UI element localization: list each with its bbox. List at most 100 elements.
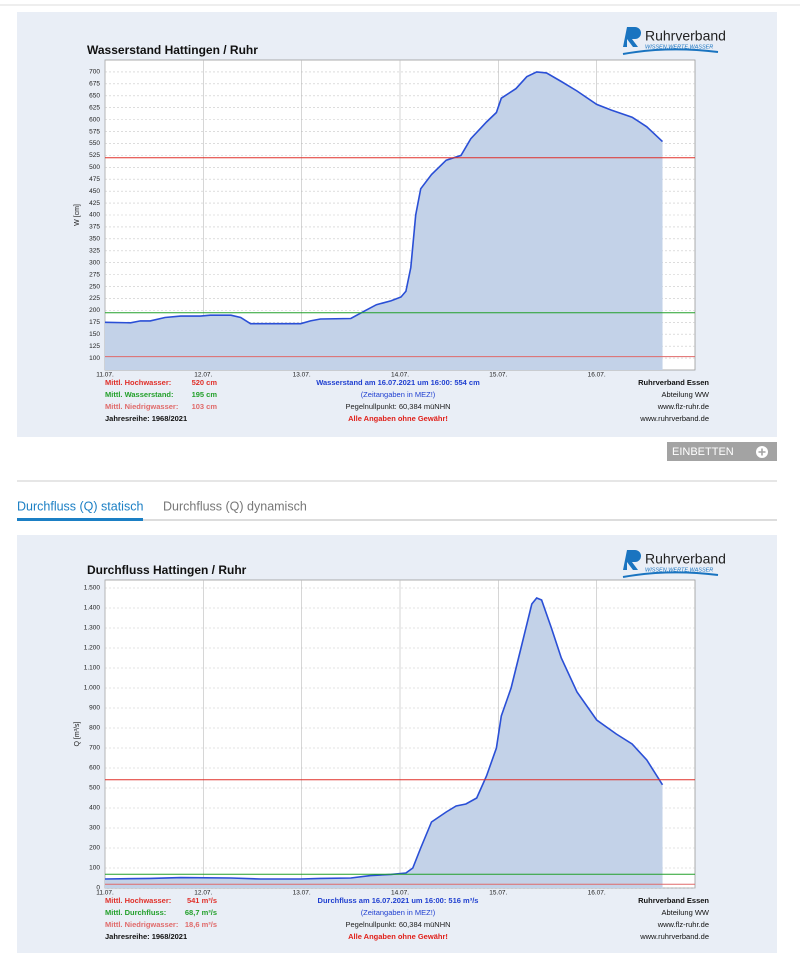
x-tick-label: 15.07. <box>489 890 507 897</box>
y-tick-label: 400 <box>89 805 100 812</box>
x-tick-label: 12.07. <box>194 890 212 897</box>
right-note: Ruhrverband Essen <box>638 378 709 387</box>
center-note: Pegelnullpunkt: 60,384 müNHN <box>345 402 450 411</box>
tab-underline <box>17 518 143 521</box>
y-tick-label: 325 <box>89 247 100 254</box>
x-tick-label: 11.07. <box>96 890 114 897</box>
y-tick-label: 475 <box>89 176 100 183</box>
y-tick-label: 700 <box>89 69 100 76</box>
legend-value: 103 cm <box>192 402 218 411</box>
center-note: Wasserstand am 16.07.2021 um 16:00: 554 … <box>316 378 480 387</box>
y-tick-label: 425 <box>89 200 100 207</box>
y-tick-label: 175 <box>89 319 100 326</box>
logo-icon <box>623 550 641 570</box>
right-note: www.ruhrverband.de <box>639 414 709 423</box>
y-tick-label: 650 <box>89 92 100 99</box>
y-tick-label: 0 <box>96 885 100 892</box>
y-tick-label: 600 <box>89 116 100 123</box>
legend-label: Mittl. Hochwasser: <box>105 896 171 905</box>
y-tick-label: 900 <box>89 705 100 712</box>
y-tick-label: 200 <box>89 845 100 852</box>
x-tick-label: 14.07. <box>391 372 409 379</box>
center-note: Durchfluss am 16.07.2021 um 16:00: 516 m… <box>318 896 479 905</box>
logo-swoosh <box>622 48 719 55</box>
y-tick-label: 100 <box>89 865 100 872</box>
y-tick-label: 400 <box>89 212 100 219</box>
y-tick-label: 300 <box>89 259 100 266</box>
right-note: Abteilung WW <box>661 390 709 399</box>
y-tick-label: 500 <box>89 164 100 171</box>
right-note: www.flz-ruhr.de <box>657 402 709 411</box>
series-range: Jahresreihe: 1968/2021 <box>105 932 187 941</box>
line <box>104 597 664 880</box>
logo-tagline: WISSEN.WERTE.WASSER <box>645 567 713 573</box>
x-tick-label: 16.07. <box>588 372 606 379</box>
y-axis-label: Q [m³/s] <box>74 722 81 747</box>
x-tick-label: 11.07. <box>96 372 114 379</box>
legend-value: 195 cm <box>192 390 218 399</box>
right-note: Abteilung WW <box>661 908 709 917</box>
button-label[interactable]: EINBETTEN <box>672 446 734 458</box>
legend-value: 18,6 m³/s <box>185 920 217 929</box>
area-fill <box>105 598 663 888</box>
y-tick-label: 550 <box>89 140 100 147</box>
y-tick-label: 525 <box>89 152 100 159</box>
legend-label: Mittl. Niedrigwasser: <box>105 402 178 411</box>
series-range: Jahresreihe: 1968/2021 <box>105 414 187 423</box>
y-tick-label: 300 <box>89 825 100 832</box>
logo-tagline: WISSEN.WERTE.WASSER <box>645 44 713 50</box>
y-tick-label: 1.200 <box>84 645 101 652</box>
y-tick-label: 1.000 <box>84 685 101 692</box>
button-bg[interactable] <box>667 442 777 461</box>
center-note: Pegelnullpunkt: 60,384 müNHN <box>345 920 450 929</box>
y-tick-label: 450 <box>89 188 100 195</box>
y-tick-label: 500 <box>89 785 100 792</box>
y-tick-label: 1.100 <box>84 665 101 672</box>
line <box>104 71 664 325</box>
x-tick-label: 16.07. <box>588 890 606 897</box>
area-fill <box>105 71 663 371</box>
legend-label: Mittl. Niedrigwasser: <box>105 920 178 929</box>
y-tick-label: 700 <box>89 745 100 752</box>
center-note: (Zeitangaben in MEZ!) <box>361 908 436 917</box>
y-tick-label: 125 <box>89 343 100 350</box>
logo-name: Ruhrverband <box>645 551 726 567</box>
center-note: Alle Angaben ohne Gewähr! <box>348 414 448 423</box>
y-tick-label: 150 <box>89 331 100 338</box>
y-tick-label: 675 <box>89 81 100 88</box>
legend-label: Mittl. Wasserstand: <box>105 390 173 399</box>
logo-icon <box>623 27 641 47</box>
legend-label: Mittl. Hochwasser: <box>105 378 171 387</box>
y-tick-label: 1.500 <box>84 585 101 592</box>
right-note: www.flz-ruhr.de <box>657 920 709 929</box>
plus-sign[interactable] <box>758 448 766 456</box>
x-tick-label: 12.07. <box>194 372 212 379</box>
y-tick-label: 275 <box>89 271 100 278</box>
x-tick-label: 15.07. <box>489 372 507 379</box>
y-tick-label: 1.400 <box>84 605 101 612</box>
y-axis-label: W [cm] <box>74 204 81 226</box>
y-tick-label: 225 <box>89 295 100 302</box>
chart-title: Wasserstand Hattingen / Ruhr <box>87 43 258 57</box>
y-tick-label: 375 <box>89 224 100 231</box>
right-note: Ruhrverband Essen <box>638 896 709 905</box>
logo-swoosh <box>622 571 719 578</box>
legend-value: 68,7 m³/s <box>185 908 217 917</box>
y-tick-label: 350 <box>89 236 100 243</box>
y-tick-label: 800 <box>89 725 100 732</box>
y-tick-label: 250 <box>89 283 100 290</box>
center-note: Alle Angaben ohne Gewähr! <box>348 932 448 941</box>
center-note: (Zeitangaben in MEZ!) <box>361 390 436 399</box>
legend-value: 520 cm <box>192 378 218 387</box>
embed-button[interactable]: EINBETTEN <box>667 442 777 461</box>
x-tick-label: 13.07. <box>293 890 311 897</box>
y-tick-label: 200 <box>89 307 100 314</box>
tab[interactable]: Durchfluss (Q) dynamisch <box>163 499 307 513</box>
logo-name: Ruhrverband <box>645 28 726 44</box>
tab-active[interactable]: Durchfluss (Q) statisch <box>17 499 143 513</box>
y-tick-label: 1.300 <box>84 625 101 632</box>
y-tick-label: 575 <box>89 128 100 135</box>
chart-title: Durchfluss Hattingen / Ruhr <box>87 563 247 577</box>
